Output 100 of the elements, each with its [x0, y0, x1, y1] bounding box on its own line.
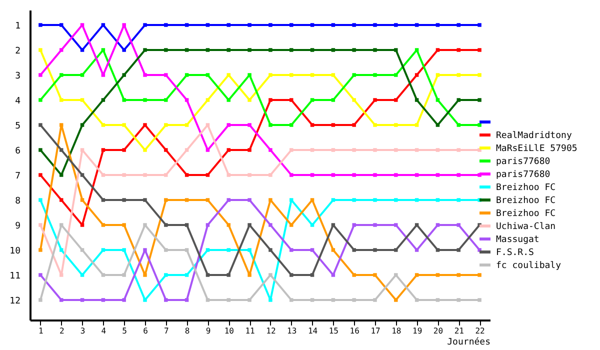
point	[80, 73, 84, 77]
point	[310, 48, 314, 52]
point	[373, 248, 377, 252]
x-tick-label: 7	[164, 326, 169, 336]
point	[289, 73, 294, 77]
point	[122, 298, 126, 302]
point	[414, 273, 419, 277]
point	[164, 223, 168, 227]
point	[248, 173, 252, 177]
point	[80, 198, 84, 202]
point	[184, 198, 189, 202]
point	[80, 223, 84, 227]
point	[268, 198, 272, 202]
point	[373, 123, 377, 127]
point	[289, 23, 294, 27]
legend-label: MaRsEiLlE 57905	[496, 144, 578, 154]
point	[59, 223, 64, 227]
point	[122, 223, 126, 227]
point	[478, 23, 482, 27]
point	[248, 48, 252, 52]
point	[226, 98, 231, 102]
point	[373, 298, 377, 302]
point	[38, 48, 42, 52]
point	[122, 73, 126, 77]
point	[206, 123, 210, 127]
point	[164, 273, 168, 277]
point	[436, 273, 440, 277]
point	[436, 148, 440, 152]
point	[310, 73, 314, 77]
point	[310, 298, 314, 302]
point	[122, 273, 126, 277]
point	[206, 173, 210, 177]
point	[143, 273, 147, 277]
point	[331, 148, 336, 152]
point	[101, 223, 106, 227]
y-tick-label: 3	[15, 72, 20, 82]
point	[268, 48, 272, 52]
point	[164, 98, 168, 102]
point	[373, 173, 377, 177]
point	[289, 123, 294, 127]
point	[289, 298, 294, 302]
point	[456, 173, 461, 177]
point	[310, 248, 314, 252]
point	[331, 223, 336, 227]
point	[289, 198, 294, 202]
point	[122, 48, 126, 52]
y-tick-label: 1	[15, 22, 20, 32]
point	[373, 148, 377, 152]
x-tick-label: 18	[392, 326, 402, 336]
point	[59, 273, 64, 277]
y-tick-label: 4	[15, 96, 20, 106]
point	[226, 148, 231, 152]
point	[352, 173, 356, 177]
point	[268, 23, 272, 27]
point	[38, 98, 42, 102]
point	[414, 223, 419, 227]
point	[184, 23, 189, 27]
point	[184, 273, 189, 277]
point	[436, 23, 440, 27]
point	[143, 123, 147, 127]
point	[59, 298, 64, 302]
point	[352, 298, 356, 302]
point	[101, 248, 106, 252]
y-tick-label: 6	[15, 146, 20, 156]
point	[456, 273, 461, 277]
y-tick-label: 5	[15, 122, 20, 132]
point	[456, 298, 461, 302]
point	[248, 273, 252, 277]
point	[143, 173, 147, 177]
legend-label: Breizhoo FC	[496, 196, 556, 206]
point	[226, 198, 231, 202]
x-tick-label: 3	[80, 326, 86, 336]
point	[184, 98, 189, 102]
point	[478, 298, 482, 302]
point	[310, 173, 314, 177]
point	[248, 123, 252, 127]
point	[38, 123, 42, 127]
point	[478, 273, 482, 277]
point	[80, 298, 84, 302]
x-tick-label: 2	[59, 326, 64, 336]
point	[456, 123, 461, 127]
point	[248, 298, 252, 302]
point	[248, 73, 252, 77]
point	[394, 148, 398, 152]
line-series	[38, 198, 482, 302]
point	[184, 148, 189, 152]
point	[38, 148, 42, 152]
point	[59, 148, 64, 152]
point	[101, 48, 106, 52]
point	[352, 98, 356, 102]
point	[456, 98, 461, 102]
point	[80, 248, 84, 252]
point	[331, 98, 336, 102]
point	[394, 298, 398, 302]
point	[436, 198, 440, 202]
point	[101, 273, 106, 277]
point	[164, 23, 168, 27]
point	[414, 173, 419, 177]
point	[268, 273, 272, 277]
point	[352, 48, 356, 52]
